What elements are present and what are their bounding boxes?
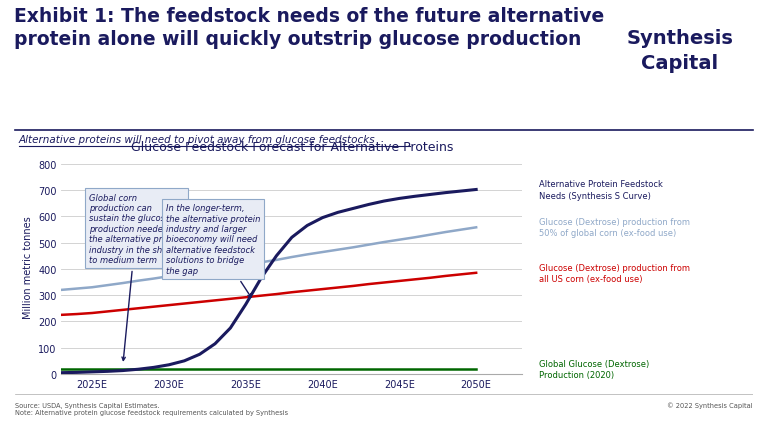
Text: Global corn
production can
sustain the glucose
production needed for
the alterna: Global corn production can sustain the g…	[89, 193, 184, 361]
Title: Glucose Feedstock Forecast for Alternative Proteins: Glucose Feedstock Forecast for Alternati…	[131, 141, 453, 154]
Text: Alternative proteins will need to pivot away from glucose feedstocks: Alternative proteins will need to pivot …	[19, 134, 376, 144]
Text: Glucose (Dextrose) production from
all US corn (ex-food use): Glucose (Dextrose) production from all U…	[539, 263, 690, 283]
Text: Global Glucose (Dextrose)
Production (2020): Global Glucose (Dextrose) Production (20…	[539, 359, 650, 379]
Text: Glucose (Dextrose) production from
50% of global corn (ex-food use): Glucose (Dextrose) production from 50% o…	[539, 218, 690, 238]
Text: In the longer-term,
the alternative protein
industry and larger
bioeconomy will : In the longer-term, the alternative prot…	[166, 204, 260, 298]
Text: Source: USDA, Synthesis Capital Estimates.
Note: Alternative protein glucose fee: Source: USDA, Synthesis Capital Estimate…	[15, 402, 289, 415]
Text: Synthesis
Capital: Synthesis Capital	[626, 29, 733, 73]
Text: Exhibit 1: The feedstock needs of the future alternative
protein alone will quic: Exhibit 1: The feedstock needs of the fu…	[14, 7, 604, 49]
Text: Alternative Protein Feedstock
Needs (Synthesis S Curve): Alternative Protein Feedstock Needs (Syn…	[539, 180, 663, 200]
Text: © 2022 Synthesis Capital: © 2022 Synthesis Capital	[667, 402, 753, 408]
Y-axis label: Million metric tonnes: Million metric tonnes	[22, 215, 32, 318]
